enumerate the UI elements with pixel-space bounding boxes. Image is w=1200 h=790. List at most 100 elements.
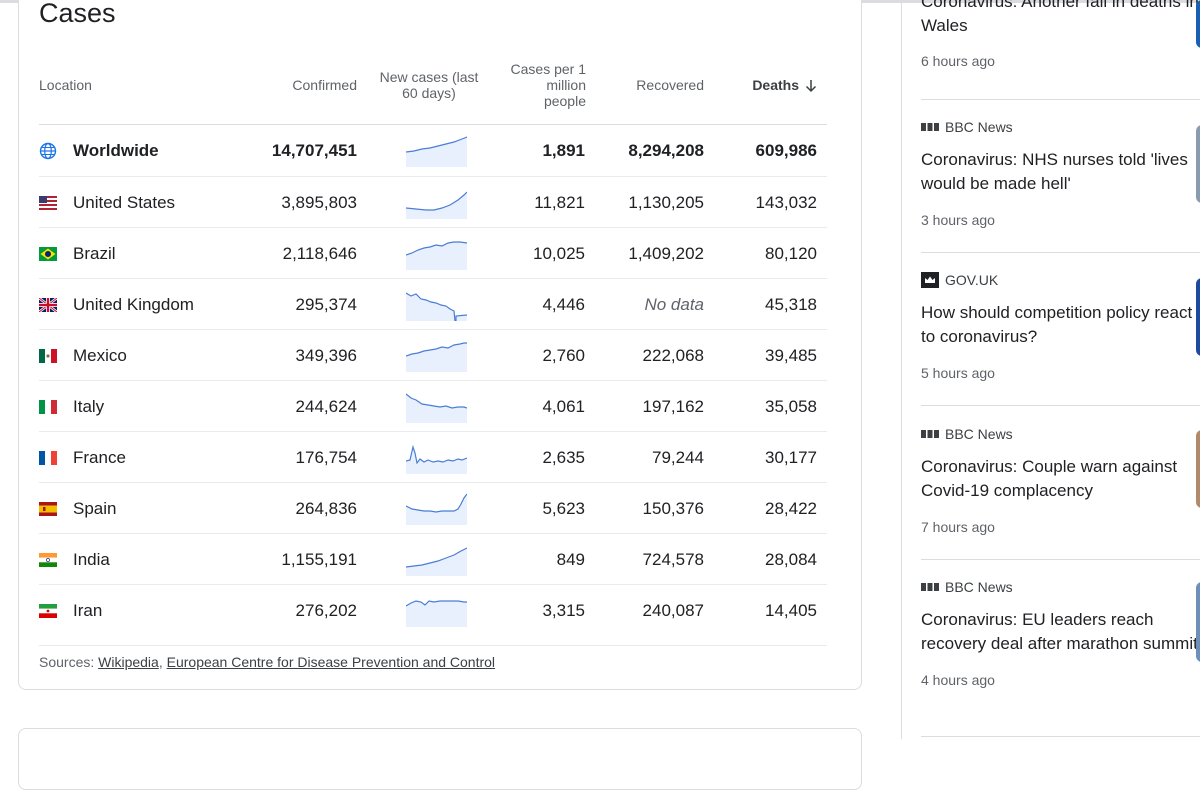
deaths-value: 14,405 [765,601,817,620]
news-headline[interactable]: Coronavirus: NHS nurses told 'lives woul… [921,150,1188,193]
new-cases-sparkline [406,493,467,525]
table-row[interactable]: Mexico 349,396 2,760 222,068 39,485 [39,329,827,381]
us-flag-icon [39,195,57,210]
news-divider [921,99,1200,100]
row-location: United Kingdom [39,279,194,330]
recovered-value: 1,130,205 [628,193,704,212]
new-cases-sparkline [406,191,467,219]
new-cases-sparkline [406,547,467,576]
france-flag-icon [39,450,57,465]
table-row[interactable]: Italy 244,624 4,061 197,162 35,058 [39,380,827,432]
table-row[interactable]: United Kingdom 295,374 4,446 No data 45,… [39,278,827,330]
sources-line: Sources: Wikipedia, European Centre for … [39,654,496,670]
location-name: Mexico [73,345,127,365]
new-cases-sparkline [406,393,467,423]
news-thumbnail[interactable] [1196,430,1200,508]
confirmed-value: 3,895,803 [281,193,357,212]
header-new-cases: New cases (last 60 days) [379,69,479,101]
row-location: India [39,534,110,585]
per-million-value: 2,635 [542,448,585,467]
table-row[interactable]: India 1,155,191 849 724,578 28,084 [39,533,827,585]
deaths-value: 80,120 [765,244,817,263]
location-name: United States [73,192,176,212]
row-location: Iran [39,585,102,636]
news-item[interactable]: GOV.UK How should competition policy rea… [921,271,1200,381]
recovered-value: 150,376 [642,499,704,518]
row-location: Spain [39,483,116,534]
brazil-flag-icon [39,246,57,261]
table-row[interactable]: Spain 264,836 5,623 150,376 28,422 [39,482,827,534]
mexico-flag-icon [39,348,57,363]
location-name: Spain [73,498,117,518]
news-thumbnail[interactable] [1196,582,1200,662]
per-million-value: 10,025 [533,244,585,263]
arrow-down-icon [805,80,817,93]
news-divider [921,252,1200,253]
news-source-name: GOV.UK [945,272,999,288]
news-headline[interactable]: Coronavirus: Another fall in deaths in W… [921,0,1199,35]
india-flag-icon [39,552,57,567]
deaths-value: 28,422 [765,499,817,518]
news-divider [921,405,1200,406]
per-million-value: 849 [556,550,585,569]
news-source: BBC News [921,425,1200,443]
header-location: Location [39,77,92,93]
table-row[interactable]: United States 3,895,803 11,821 1,130,205… [39,176,827,228]
location-name: Brazil [73,243,116,263]
uk-flag-icon [39,297,57,312]
news-headline[interactable]: Coronavirus: EU leaders reach recovery d… [921,610,1198,653]
confirmed-value: 1,155,191 [281,550,357,569]
deaths-value: 609,986 [755,141,817,160]
news-item[interactable]: BBC News Coronavirus: EU leaders reach r… [921,578,1200,688]
italy-flag-icon [39,399,57,414]
per-million-value: 1,891 [542,141,585,160]
table-bottom-divider [39,645,827,646]
new-cases-sparkline [406,342,467,372]
news-item[interactable]: Coronavirus: Another fall in deaths in W… [921,0,1200,69]
news-item[interactable]: BBC News Coronavirus: NHS nurses told 'l… [921,118,1200,228]
recovered-value: 8,294,208 [628,141,704,160]
sources-label: Sources: [39,654,95,670]
header-deaths-label: Deaths [752,77,799,93]
location-name: Iran [73,600,103,620]
bbc-logo-icon [921,430,939,438]
header-per-million[interactable]: Cases per 1 million people [510,61,586,109]
confirmed-value: 14,707,451 [271,141,357,160]
table-row[interactable]: France 176,754 2,635 79,244 30,177 [39,431,827,483]
per-million-value: 11,821 [534,193,585,212]
news-headline[interactable]: How should competition policy react to c… [921,303,1193,346]
row-location: Italy [39,381,104,432]
iran-flag-icon [39,603,57,618]
news-thumbnail[interactable] [1196,0,1200,48]
table-row[interactable]: Iran 276,202 3,315 240,087 14,405 [39,584,827,636]
news-time: 4 hours ago [921,672,995,688]
news-time: 7 hours ago [921,519,995,535]
news-source: GOV.UK [921,271,1200,289]
source-link-ecdc[interactable]: European Centre for Disease Prevention a… [166,654,496,670]
news-thumbnail[interactable] [1196,125,1200,203]
news-time: 6 hours ago [921,53,995,69]
location-name: Italy [73,396,105,416]
globe-icon [39,142,57,159]
news-source: BBC News [921,118,1200,136]
confirmed-value: 176,754 [295,448,357,467]
header-confirmed[interactable]: Confirmed [292,77,357,93]
recovered-value: No data [644,295,704,314]
news-headline[interactable]: Coronavirus: Couple warn against Covid-1… [921,457,1178,500]
recovered-value: 1,409,202 [628,244,704,263]
header-recovered[interactable]: Recovered [636,77,704,93]
recovered-value: 724,578 [642,550,704,569]
confirmed-value: 295,374 [295,295,357,314]
confirmed-value: 349,396 [295,346,357,365]
deaths-value: 143,032 [755,193,817,212]
table-row[interactable]: Worldwide 14,707,451 1,891 8,294,208 609… [39,124,827,176]
news-divider [921,736,1200,737]
source-link-wikipedia[interactable]: Wikipedia [98,654,159,670]
new-cases-sparkline [406,241,467,270]
header-deaths[interactable]: Deaths [719,77,817,93]
news-item[interactable]: BBC News Coronavirus: Couple warn agains… [921,425,1200,535]
news-thumbnail[interactable] [1196,278,1200,356]
table-row[interactable]: Brazil 2,118,646 10,025 1,409,202 80,120 [39,227,827,279]
per-million-value: 2,760 [542,346,585,365]
new-cases-sparkline [406,600,467,627]
